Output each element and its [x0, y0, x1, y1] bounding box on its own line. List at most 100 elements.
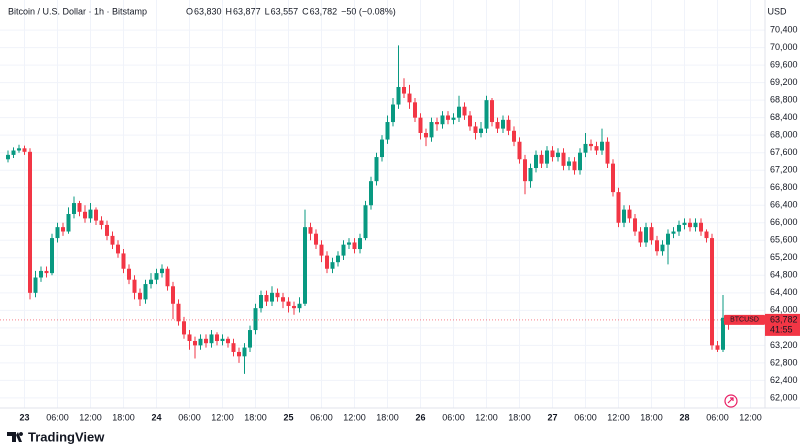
- ohlc-value: 63,557: [271, 6, 299, 16]
- candle-body: [440, 115, 445, 125]
- logo: TradingView: [7, 429, 105, 444]
- logo-icon: [7, 432, 24, 442]
- candle-body: [627, 209, 632, 219]
- candle-body: [160, 268, 164, 274]
- candle-body: [638, 231, 643, 243]
- price-tag-price: 63,782: [770, 314, 798, 324]
- candle-body: [358, 238, 362, 250]
- candle-body: [226, 338, 230, 344]
- candle-body: [391, 104, 395, 123]
- y-tick-label: 68,800: [770, 95, 798, 105]
- candle-body: [248, 330, 252, 348]
- y-tick-label: 62,400: [770, 375, 798, 385]
- candle-body: [490, 100, 494, 123]
- ohlc-label: C: [302, 6, 309, 16]
- candle-body: [660, 244, 665, 252]
- candle-body: [341, 244, 346, 256]
- candle-body: [501, 119, 505, 129]
- candle-body: [44, 270, 49, 274]
- candle-body: [385, 122, 390, 140]
- candle-body: [61, 227, 65, 232]
- candle-body: [545, 150, 549, 164]
- candle-body: [231, 343, 236, 352]
- candle-body: [578, 152, 582, 171]
- x-tick-label: 25: [283, 412, 293, 422]
- candle-body: [644, 227, 648, 243]
- candle-body: [495, 122, 500, 129]
- candle-body: [275, 292, 280, 298]
- candle-body: [704, 231, 709, 239]
- ohlc-label: H: [226, 6, 233, 16]
- x-tick-label: 18:00: [376, 412, 399, 422]
- y-tick-label: 66,000: [770, 217, 798, 227]
- x-tick-label: 18:00: [508, 412, 531, 422]
- candle-body: [451, 117, 456, 120]
- candle-body: [99, 220, 104, 225]
- y-tick-label: 70,000: [770, 42, 798, 52]
- candle-body: [572, 161, 577, 171]
- candle-body: [534, 154, 538, 169]
- candle-body: [33, 277, 38, 293]
- candle-body: [715, 345, 720, 350]
- candle-body: [281, 297, 285, 302]
- candle-body: [424, 132, 428, 138]
- candle-body: [11, 150, 16, 155]
- candle-body: [413, 102, 417, 118]
- x-tick-label: 12:00: [739, 412, 762, 422]
- candle-body: [649, 227, 654, 241]
- candle-body: [138, 292, 142, 300]
- candle-body: [506, 119, 511, 131]
- candle-body: [132, 279, 137, 293]
- candle-body: [407, 93, 412, 103]
- candle-body: [83, 211, 87, 219]
- candle-body: [270, 292, 274, 302]
- candle-body: [600, 141, 604, 151]
- candle-body: [462, 106, 467, 116]
- y-tick-label: 64,000: [770, 305, 798, 315]
- candle-body: [72, 203, 76, 214]
- candle-body: [457, 106, 461, 118]
- candle-body: [688, 222, 692, 228]
- candle-body: [77, 203, 82, 212]
- candle-body: [380, 139, 384, 158]
- x-tick-label: 12:00: [343, 412, 366, 422]
- candle-body: [369, 181, 373, 206]
- price-tag-symbol-bg: [724, 314, 765, 325]
- candle-body: [204, 338, 208, 344]
- symbol-title: Bitcoin / U.S. Dollar · 1h · Bitstamp: [8, 6, 147, 16]
- candle-body: [88, 209, 93, 219]
- candle-body: [176, 303, 181, 322]
- candle-body: [292, 305, 296, 309]
- y-tick-label: 65,600: [770, 235, 798, 245]
- icon-arrow[interactable]: [727, 397, 734, 404]
- x-tick-label: 12:00: [211, 412, 234, 422]
- candle-body: [418, 117, 423, 133]
- x-tick-label: 23: [19, 412, 29, 422]
- candle-body: [264, 295, 269, 302]
- x-tick-label: 06:00: [706, 412, 729, 422]
- candle-body: [171, 286, 175, 304]
- candle-body: [567, 161, 571, 166]
- y-tick-label: 62,800: [770, 357, 798, 367]
- candle-body: [242, 347, 247, 357]
- candle-body: [6, 154, 10, 160]
- ohlc-change: −50 (−0.08%): [341, 6, 396, 16]
- candle-body: [336, 255, 340, 263]
- x-tick-label: 18:00: [244, 412, 267, 422]
- y-tick-label: 62,000: [770, 392, 798, 402]
- replay-icon[interactable]: [724, 394, 738, 408]
- candle-body: [512, 130, 516, 142]
- icon-ring[interactable]: [724, 394, 738, 408]
- candle-body: [528, 168, 533, 182]
- y-tick-label: 64,400: [770, 287, 798, 297]
- x-tick-label: 06:00: [178, 412, 201, 422]
- candle-body: [693, 222, 698, 228]
- y-tick-label: 64,800: [770, 270, 798, 280]
- candle-body: [550, 150, 555, 158]
- x-tick-label: 24: [151, 412, 161, 422]
- ohlc-label: L: [265, 6, 270, 16]
- candle-body: [325, 255, 329, 269]
- candle-body: [622, 209, 626, 223]
- y-tick-label: 68,000: [770, 130, 798, 140]
